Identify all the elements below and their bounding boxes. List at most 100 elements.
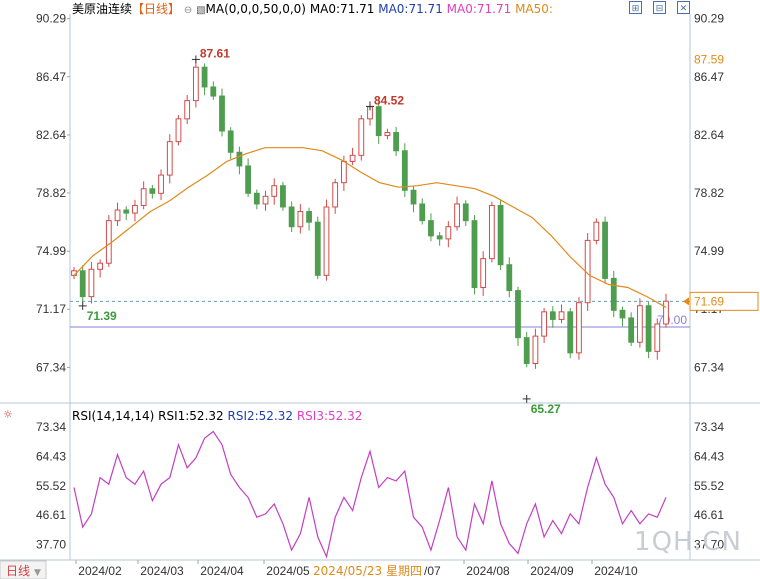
candle-body — [436, 235, 443, 240]
ma3-value: MA0:71.71 — [446, 2, 512, 16]
candle-body — [471, 220, 478, 289]
left-price-tick-label: 86.47 — [36, 70, 66, 84]
time-tick-label: 2024/02 — [78, 564, 122, 578]
left-price-tick-label: 82.64 — [36, 128, 66, 142]
candle-body — [515, 290, 521, 339]
candle-body — [105, 220, 112, 264]
candle-body — [523, 337, 530, 364]
time-tick-label: 2024/08 — [466, 564, 510, 578]
crosshair-date-box — [311, 561, 423, 579]
candle-body — [227, 130, 234, 153]
right-price-tick-label: 90.29 — [694, 12, 724, 26]
right-price-tick-label: 78.82 — [694, 186, 724, 200]
candle-body — [593, 221, 600, 241]
candle-body — [497, 204, 504, 266]
time-tick-label: 2024/05 — [266, 564, 310, 578]
candle-body — [149, 188, 156, 194]
candle-body — [384, 132, 391, 137]
last-price-badge-box — [689, 291, 759, 311]
candle-body — [132, 204, 138, 214]
candle-body — [541, 311, 548, 337]
rsi-header: RSI(14,14,14) RSI1:52.32 RSI2:52.32 RSI3… — [72, 409, 362, 423]
candle-body — [349, 154, 356, 162]
candle-body — [253, 192, 260, 205]
right-price-tick-label: 86.47 — [694, 70, 724, 84]
rsi-settings-icon[interactable]: ☼ — [3, 408, 13, 421]
extreme-annotation: 65.27 — [531, 402, 561, 416]
candle-body — [236, 151, 243, 167]
candle-body — [445, 226, 452, 240]
right-rsi-tick-label: 64.43 — [694, 449, 724, 463]
candle-body — [219, 95, 225, 132]
candle-body — [610, 277, 617, 311]
candle-body — [245, 165, 252, 194]
candle-body — [567, 311, 574, 354]
candle-body — [166, 141, 173, 176]
time-tick-label: /07 — [424, 564, 441, 578]
candle-body — [314, 221, 321, 276]
period-button-box — [0, 560, 47, 579]
candle-body — [654, 323, 661, 352]
chart-settings-icon[interactable]: ⊖ — [183, 5, 193, 16]
layout-icon[interactable]: ⊟ — [653, 1, 666, 14]
candle-body — [184, 100, 191, 120]
right-rsi-tick-label: 73.34 — [694, 420, 724, 434]
candle-body — [532, 335, 539, 364]
watermark: 1QH.CN — [634, 527, 742, 557]
candle-body — [549, 311, 556, 320]
indicator-box-icon[interactable]: ▧ — [196, 5, 206, 16]
extreme-annotation: 71.39 — [87, 309, 117, 323]
ma1-value: MA0:71.71 — [309, 2, 375, 16]
candle-body — [419, 203, 426, 222]
left-rsi-tick-label: 55.52 — [36, 479, 66, 493]
rsi-label[interactable]: RSI(14,14,14) — [72, 409, 155, 423]
right-rsi-tick-label: 55.52 — [694, 479, 724, 493]
candle-body — [280, 185, 286, 208]
candle-body — [619, 309, 626, 319]
left-rsi-tick-label: 73.34 — [36, 420, 66, 434]
rsi1-line — [73, 430, 667, 559]
candle-body — [210, 86, 217, 97]
left-price-tick-label: 67.34 — [36, 360, 66, 374]
candle-body — [140, 188, 147, 206]
candle-body — [114, 209, 121, 222]
right-price-tick-label: 67.34 — [694, 360, 724, 374]
period-button-label[interactable]: 日线 — [6, 564, 30, 578]
candle-body — [79, 270, 86, 298]
candle-body — [602, 221, 608, 279]
ma-params[interactable]: MA(0,0,0,50,0,0) — [205, 2, 306, 16]
ma4-value: MA50: — [515, 2, 553, 16]
ma2-value: MA0:71.71 — [378, 2, 443, 16]
candle-body — [306, 211, 312, 223]
close-icon[interactable]: ✕ — [677, 1, 690, 14]
candle-body — [262, 195, 269, 205]
left-rsi-tick-label: 46.61 — [36, 508, 66, 522]
candle-body — [636, 305, 643, 343]
candle-body — [297, 211, 304, 228]
time-tick-label: 2024/10 — [594, 564, 638, 578]
candle-body — [401, 150, 408, 191]
extreme-annotation: 87.61 — [200, 46, 230, 60]
candle-body — [288, 206, 295, 228]
crosshair-date-label: 2024/05/23 星期四 — [313, 564, 422, 578]
period-dropdown-icon: ▼ — [34, 568, 41, 578]
candle-body — [97, 262, 104, 270]
candle-body — [393, 132, 400, 152]
candle-body — [428, 220, 434, 237]
period-label[interactable]: 【日线】 — [132, 2, 181, 16]
time-tick-label: 2024/09 — [530, 564, 574, 578]
left-price-tick-label: 74.99 — [36, 244, 66, 258]
candle-body — [506, 264, 513, 292]
candle-body — [158, 174, 164, 194]
candle-body — [323, 206, 330, 276]
candle-body — [358, 118, 365, 156]
time-tick-label: 2024/04 — [200, 564, 244, 578]
ma50-line — [73, 147, 667, 308]
candle-body — [558, 311, 565, 320]
candle-body — [480, 258, 487, 289]
candle-body — [271, 185, 278, 197]
candle-body — [192, 66, 199, 102]
candle-body — [201, 66, 208, 88]
expand-icon[interactable]: ⊞ — [629, 1, 642, 14]
